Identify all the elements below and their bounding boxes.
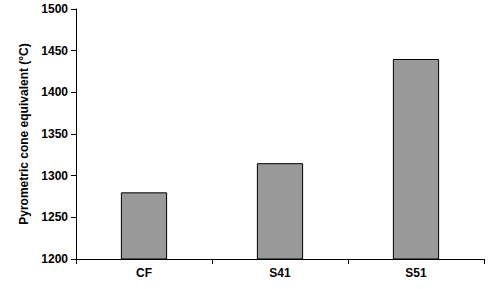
svg-text:1200: 1200 bbox=[41, 252, 68, 266]
svg-text:Pyrometric cone equivalent (°C: Pyrometric cone equivalent (°C) bbox=[17, 43, 31, 225]
svg-text:S41: S41 bbox=[269, 266, 291, 280]
svg-text:1250: 1250 bbox=[41, 210, 68, 224]
svg-text:1400: 1400 bbox=[41, 85, 68, 99]
svg-text:1350: 1350 bbox=[41, 127, 68, 141]
svg-text:1300: 1300 bbox=[41, 169, 68, 183]
svg-text:1500: 1500 bbox=[41, 2, 68, 16]
svg-text:S51: S51 bbox=[405, 266, 427, 280]
svg-text:1450: 1450 bbox=[41, 44, 68, 58]
svg-text:CF: CF bbox=[136, 266, 152, 280]
